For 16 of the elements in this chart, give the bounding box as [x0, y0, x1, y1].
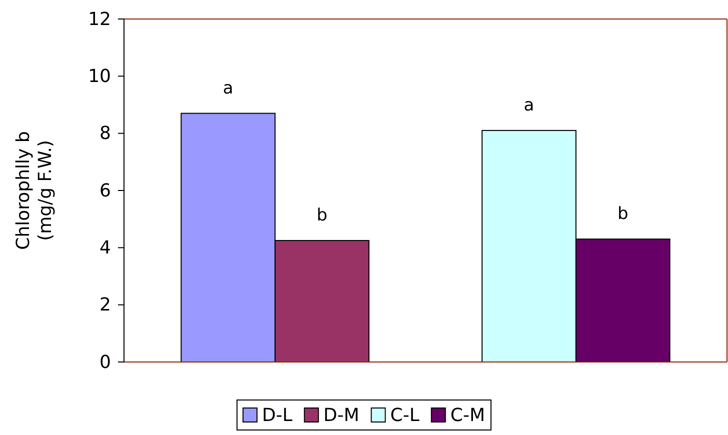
y-tick-label: 12: [88, 8, 111, 30]
data-label: a: [524, 95, 534, 116]
y-tick-label: 10: [88, 66, 111, 87]
legend-label: D-L: [262, 405, 292, 426]
y-tick-label: 2: [100, 294, 111, 316]
legend-label: C-M: [450, 405, 485, 426]
y-tick-label: 0: [100, 352, 111, 373]
y-tick-label: 8: [100, 123, 111, 144]
data-label: b: [316, 206, 328, 226]
legend-label: D-M: [323, 405, 360, 426]
y-tick-label: 4: [100, 237, 111, 258]
data-label: a: [222, 78, 234, 98]
legend-label: C-L: [390, 405, 420, 426]
data-label: b: [617, 204, 628, 224]
y-tick-label: 6: [100, 180, 111, 202]
y-axis-title: Chlorophlly b (mg/g F.W.): [13, 131, 56, 250]
